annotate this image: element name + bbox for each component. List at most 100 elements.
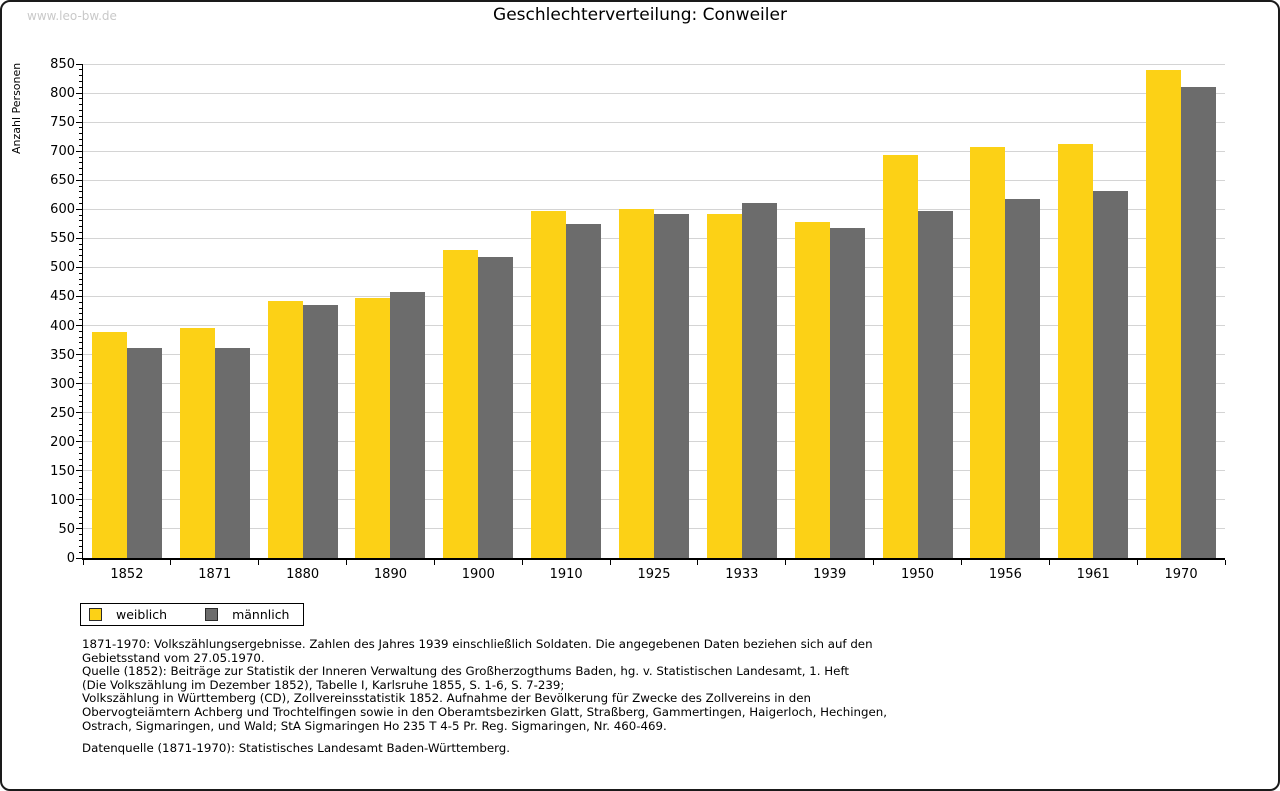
y-minor-tick-480	[79, 278, 83, 280]
x-tick-11	[1048, 560, 1050, 565]
legend-item-weiblich: weiblich	[89, 607, 167, 622]
y-tick-label-250: 250	[50, 405, 75, 421]
bar-männlich-1961	[1093, 190, 1129, 558]
gridline-750	[83, 121, 1225, 123]
y-minor-tick-440	[79, 301, 83, 303]
y-minor-tick-730	[79, 133, 83, 135]
legend-label-weiblich: weiblich	[116, 607, 168, 622]
bar-männlich-1900	[478, 256, 514, 558]
bar-weiblich-1890	[355, 298, 391, 558]
x-tick-label-1852: 1852	[110, 567, 144, 582]
y-major-tick-700	[76, 150, 83, 152]
bar-männlich-1871	[214, 347, 250, 558]
bar-weiblich-1910	[531, 211, 567, 558]
y-minor-tick-30	[79, 540, 83, 542]
y-minor-tick-80	[79, 511, 83, 513]
y-minor-tick-360	[79, 348, 83, 350]
legend-item-männlich: männlich	[205, 607, 289, 622]
footnote-line-5: Volkszählung in Württemberg (CD), Zollve…	[82, 691, 811, 706]
x-tick-3	[346, 560, 348, 565]
y-major-tick-750	[76, 121, 83, 123]
y-tick-label-450: 450	[50, 289, 75, 305]
y-minor-tick-460	[79, 290, 83, 292]
y-major-tick-0	[76, 557, 83, 559]
bar-weiblich-1871	[179, 327, 215, 558]
y-minor-tick-260	[79, 406, 83, 408]
bar-weiblich-1933	[706, 213, 742, 558]
bar-weiblich-1900	[443, 249, 479, 558]
y-minor-tick-770	[79, 110, 83, 111]
y-major-tick-450	[76, 295, 83, 297]
y-major-tick-350	[76, 354, 83, 356]
y-minor-tick-430	[79, 307, 83, 309]
x-tick-label-1910: 1910	[549, 567, 583, 582]
bar-männlich-1933	[741, 202, 777, 558]
footnote-line-1: 1871-1970: Volkszählungsergebnisse. Zahl…	[82, 637, 873, 651]
bar-weiblich-1852	[91, 331, 127, 558]
y-minor-tick-370	[79, 342, 83, 344]
y-minor-tick-310	[79, 377, 83, 379]
y-minor-tick-240	[79, 418, 83, 420]
legend-swatch-weiblich	[89, 608, 102, 621]
bar-männlich-1950	[917, 211, 953, 558]
y-major-tick-850	[76, 63, 83, 65]
y-minor-tick-190	[79, 447, 83, 449]
legend: weiblich männlich	[80, 603, 305, 626]
y-tick-label-700: 700	[50, 144, 75, 160]
y-minor-tick-740	[79, 127, 83, 129]
y-minor-tick-90	[79, 505, 83, 507]
y-minor-tick-760	[79, 115, 83, 117]
x-tick-6	[609, 560, 611, 565]
y-minor-tick-140	[79, 476, 83, 478]
y-tick-label-150: 150	[50, 463, 75, 479]
bar-männlich-1910	[566, 224, 602, 558]
y-tick-label-750: 750	[50, 115, 75, 131]
y-minor-tick-120	[79, 487, 83, 489]
bar-männlich-1970	[1181, 87, 1217, 558]
y-minor-tick-790	[79, 98, 83, 100]
bar-männlich-1890	[390, 292, 426, 558]
x-tick-0	[82, 560, 84, 565]
y-minor-tick-570	[79, 226, 83, 228]
y-minor-tick-170	[79, 458, 83, 460]
y-minor-tick-580	[79, 220, 83, 222]
y-major-tick-500	[76, 266, 83, 268]
y-minor-tick-680	[79, 162, 83, 164]
bar-männlich-1939	[829, 227, 865, 558]
y-minor-tick-420	[79, 313, 83, 315]
y-major-tick-650	[76, 179, 83, 181]
y-tick-label-0: 0	[66, 551, 75, 566]
y-minor-tick-380	[79, 336, 83, 338]
y-minor-tick-20	[79, 545, 83, 547]
y-tick-label-350: 350	[50, 347, 75, 363]
y-minor-tick-210	[79, 435, 83, 437]
y-minor-tick-630	[79, 191, 83, 193]
gridline-700	[83, 150, 1225, 152]
watermark: www.leo-bw.de	[27, 9, 117, 23]
plot-area: 0 50 100 150 200 250 300 350 400 450 500 550 600 650 7…	[50, 57, 1226, 582]
y-minor-tick-840	[79, 69, 83, 71]
y-minor-tick-390	[79, 330, 83, 332]
x-tick-label-1925: 1925	[637, 567, 671, 582]
y-major-tick-800	[76, 92, 83, 94]
y-minor-tick-110	[79, 493, 83, 495]
footnote-line-4: (Die Volkszählung im Dezember 1852), Tab…	[82, 677, 565, 692]
x-tick-13	[1224, 560, 1226, 565]
y-minor-tick-220	[79, 429, 83, 431]
gridline-800	[83, 92, 1225, 94]
y-minor-tick-160	[79, 464, 83, 466]
y-major-tick-300	[76, 383, 83, 385]
y-minor-tick-690	[79, 156, 83, 158]
y-minor-tick-640	[79, 185, 83, 187]
y-minor-tick-40	[79, 534, 83, 536]
footnotes: 1871-1970: Volkszählungsergebnisse. Zahl…	[82, 637, 887, 756]
y-minor-tick-520	[79, 255, 83, 257]
y-minor-tick-830	[79, 75, 83, 77]
y-minor-tick-530	[79, 249, 83, 251]
y-major-tick-150	[76, 470, 83, 472]
legend-swatch-männlich	[205, 608, 219, 621]
y-major-tick-200	[76, 441, 83, 443]
bar-männlich-1956	[1005, 199, 1041, 558]
y-major-tick-50	[76, 528, 83, 530]
bar-weiblich-1970	[1146, 69, 1182, 558]
